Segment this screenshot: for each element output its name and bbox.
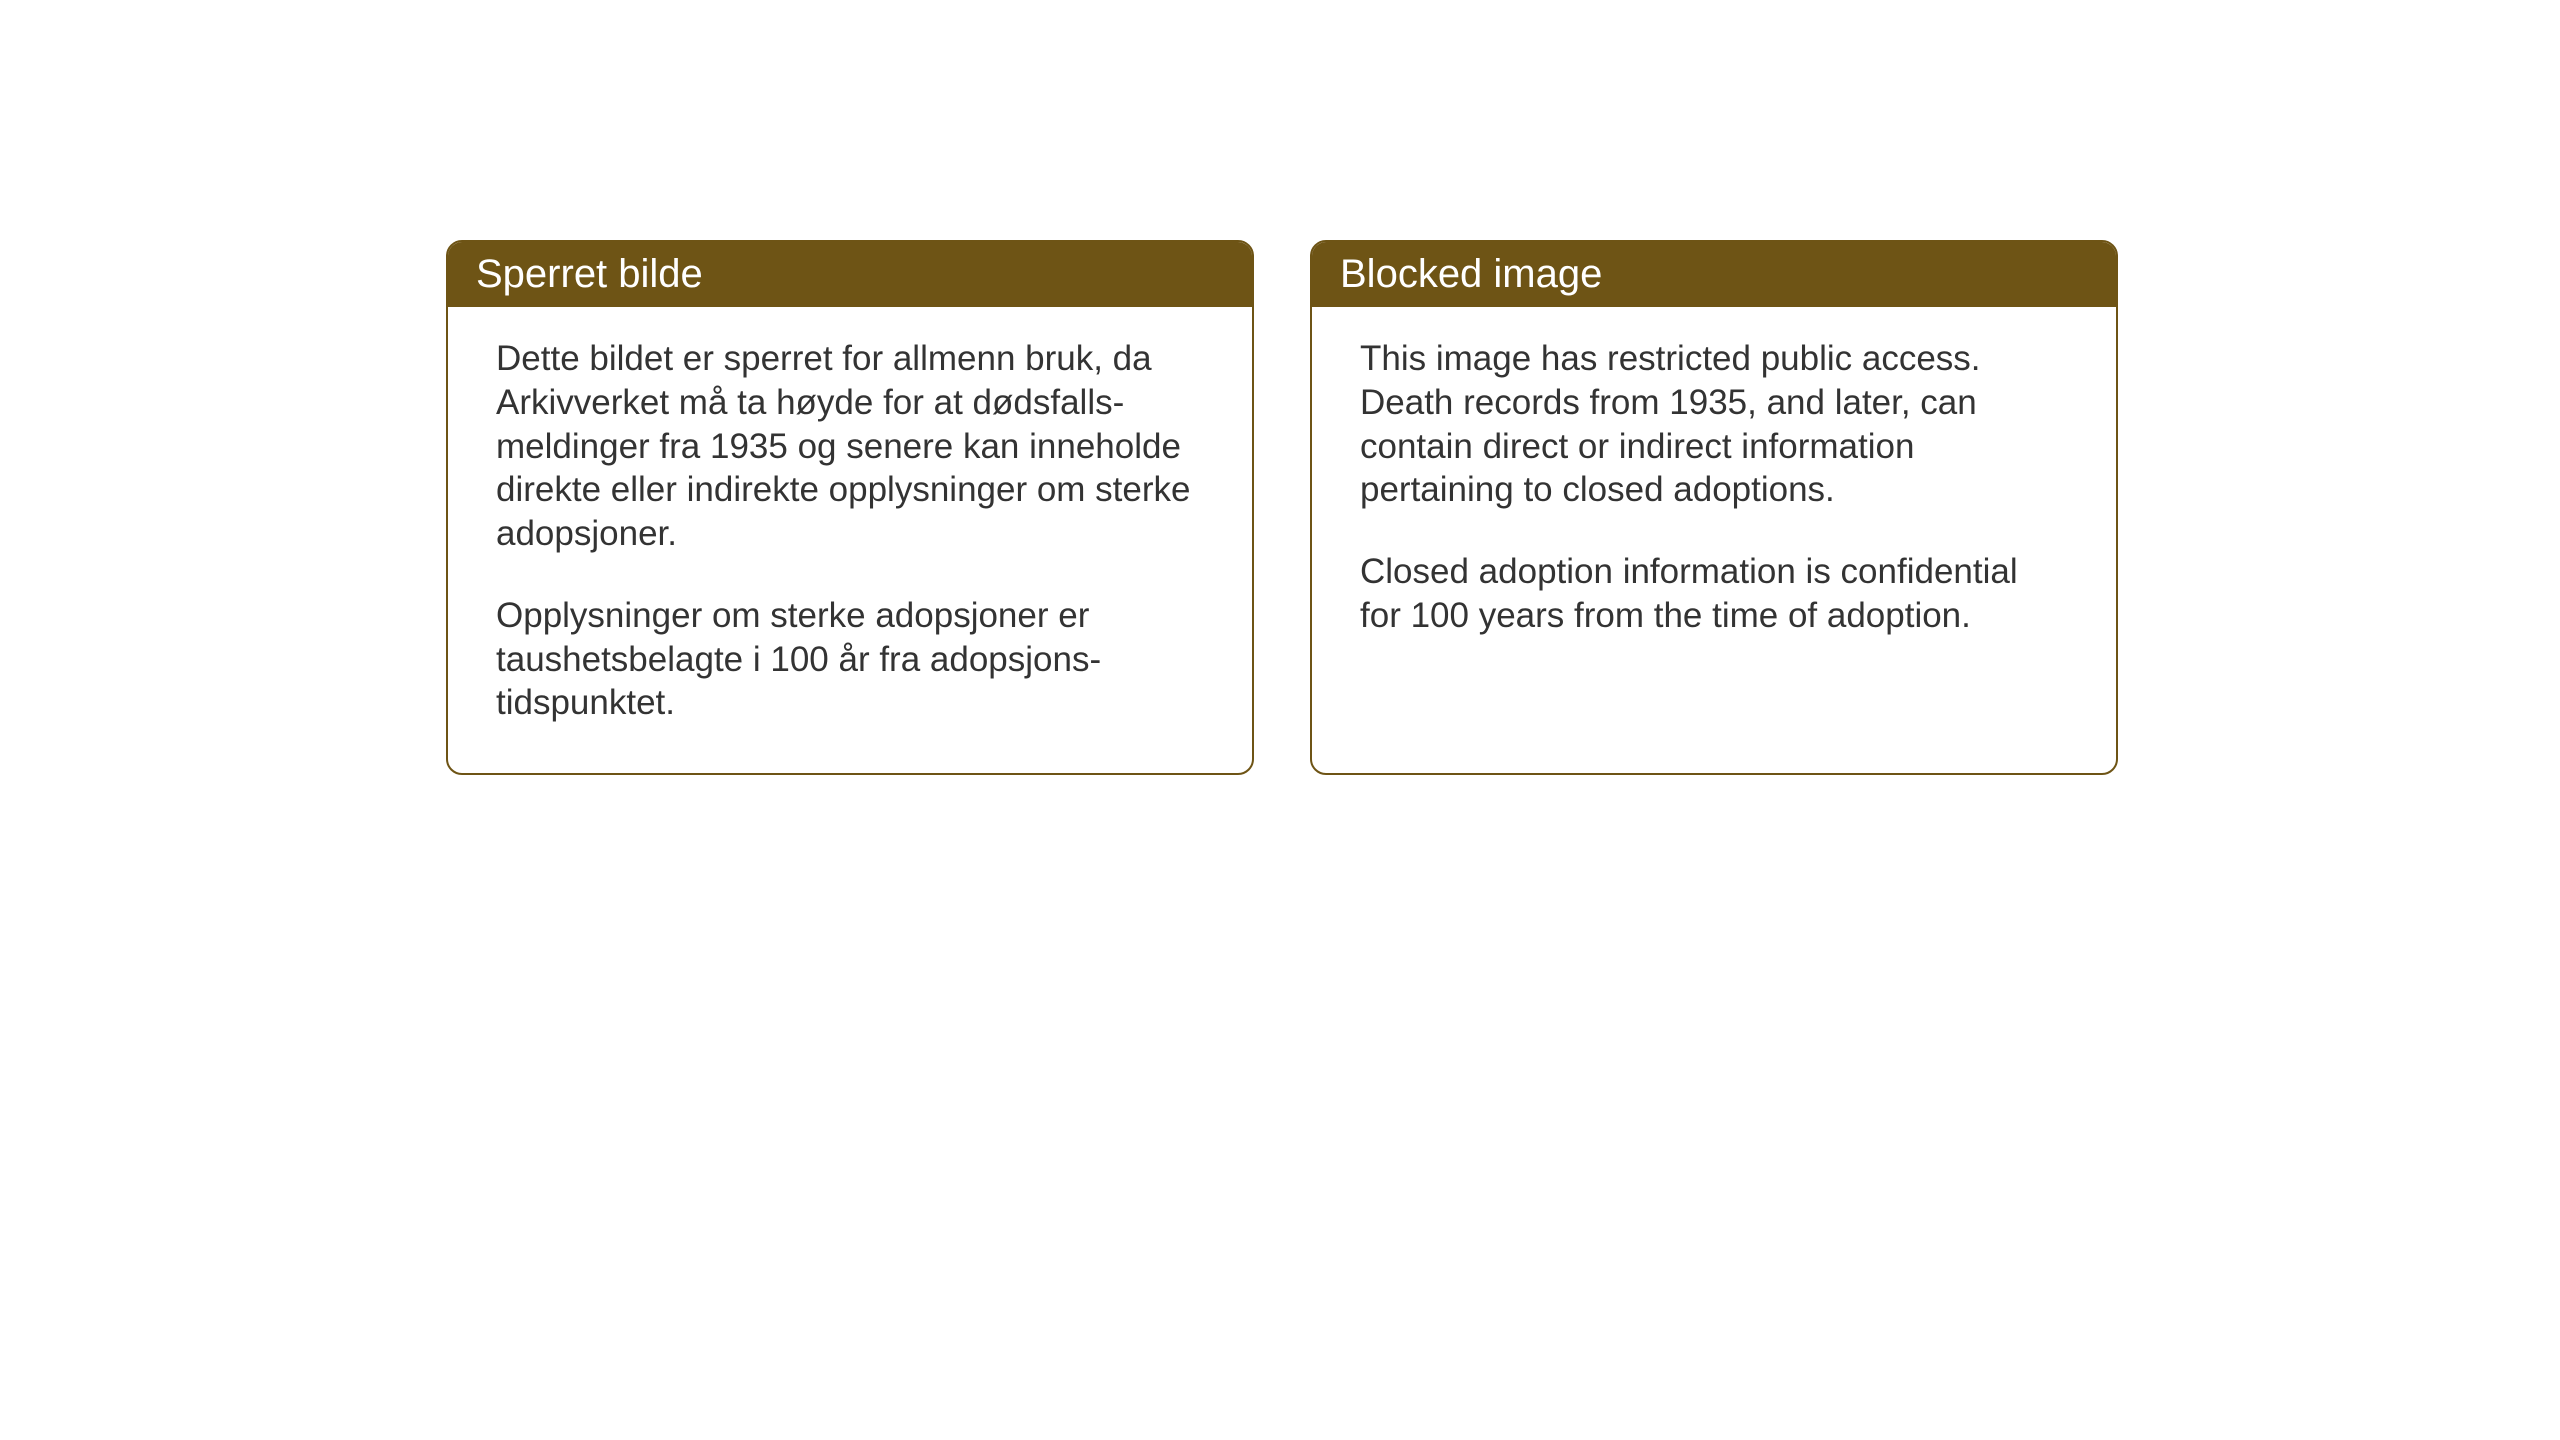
cards-container: Sperret bilde Dette bildet er sperret fo… xyxy=(446,240,2118,775)
card-norwegian: Sperret bilde Dette bildet er sperret fo… xyxy=(446,240,1254,775)
card-english: Blocked image This image has restricted … xyxy=(1310,240,2118,775)
card-header-norwegian: Sperret bilde xyxy=(448,242,1252,307)
card-paragraph: Dette bildet er sperret for allmenn bruk… xyxy=(496,337,1204,556)
card-body-norwegian: Dette bildet er sperret for allmenn bruk… xyxy=(448,307,1252,773)
card-title: Sperret bilde xyxy=(476,252,703,296)
card-paragraph: This image has restricted public access.… xyxy=(1360,337,2068,512)
card-header-english: Blocked image xyxy=(1312,242,2116,307)
card-paragraph: Closed adoption information is confident… xyxy=(1360,550,2068,638)
card-paragraph: Opplysninger om sterke adopsjoner er tau… xyxy=(496,594,1204,725)
card-body-english: This image has restricted public access.… xyxy=(1312,307,2116,686)
card-title: Blocked image xyxy=(1340,252,1602,296)
